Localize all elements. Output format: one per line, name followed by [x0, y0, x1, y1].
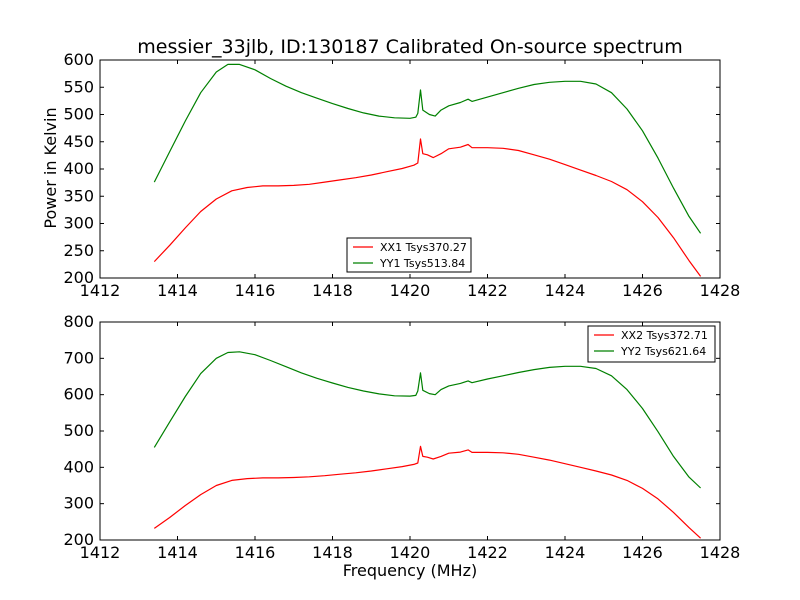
y-tick-label: 350: [63, 186, 94, 205]
legend-box: [346, 237, 472, 273]
y-tick-label: 300: [63, 214, 94, 233]
legend-label: XX2 Tsys372.71: [621, 329, 708, 342]
x-tick-label: 1428: [700, 543, 741, 562]
y-tick-label: 600: [63, 50, 94, 69]
x-tick-label: 1412: [80, 543, 121, 562]
series-line-1-1: [153, 138, 702, 277]
y-tick-label: 200: [63, 530, 94, 549]
y-tick-label: 500: [63, 105, 94, 124]
legend-label: YY1 Tsys513.84: [379, 257, 465, 270]
series-line-2-1: [153, 445, 702, 539]
x-tick-label: 1414: [157, 543, 198, 562]
x-tick-label: 1426: [622, 543, 663, 562]
y-tick-label: 800: [63, 312, 94, 331]
x-tick-label: 1416: [235, 543, 276, 562]
legend: XX1 Tsys370.27 YY1 Tsys513.84: [346, 237, 472, 273]
y-tick-label: 200: [63, 268, 94, 287]
chart-title: messier_33jlb, ID:130187 Calibrated On-s…: [137, 36, 682, 58]
legend-box: [587, 325, 716, 363]
x-tick-label: 1418: [312, 543, 353, 562]
x-tick-label: 1420: [390, 543, 431, 562]
x-tick-label: 1416: [235, 281, 276, 300]
x-tick-label: 1418: [312, 281, 353, 300]
bottom-panel: 1412 1414 1416 1418 1420 1422 1424 1426 1428 200 3…: [63, 312, 740, 562]
legend-label: XX1 Tsys370.27: [380, 241, 467, 254]
x-tick-label: 1428: [700, 281, 741, 300]
y-tick-label: 450: [63, 132, 94, 151]
legend-label: YY2 Tsys621.64: [620, 345, 706, 358]
x-tick-label: 1420: [390, 281, 431, 300]
x-tick-label: 1422: [467, 281, 508, 300]
x-tick-label: 1414: [157, 281, 198, 300]
y-tick-label: 250: [63, 241, 94, 260]
y-tick-label: 550: [63, 77, 94, 96]
x-tick-label: 1424: [545, 543, 586, 562]
y-tick-label: 700: [63, 348, 94, 367]
series-line-1-2: [153, 63, 702, 234]
top-panel: 1412 1414 1416 1418 1420 1422 1424 1426 1428 200 2…: [63, 50, 740, 300]
legend: XX2 Tsys372.71 YY2 Tsys621.64: [587, 325, 716, 363]
x-tick-label: 1424: [545, 281, 586, 300]
x-tick-label: 1426: [622, 281, 663, 300]
x-tick-label: 1412: [80, 281, 121, 300]
y-tick-label: 500: [63, 421, 94, 440]
y-tick-label: 400: [63, 457, 94, 476]
x-tick-label: 1422: [467, 543, 508, 562]
y-axis-label: Power in Kelvin: [41, 107, 60, 228]
y-tick-label: 400: [63, 159, 94, 178]
y-tick-label: 600: [63, 385, 94, 404]
y-tick-label: 300: [63, 494, 94, 513]
x-axis-label: Frequency (MHz): [343, 561, 477, 580]
series-line-2-2: [153, 351, 702, 489]
